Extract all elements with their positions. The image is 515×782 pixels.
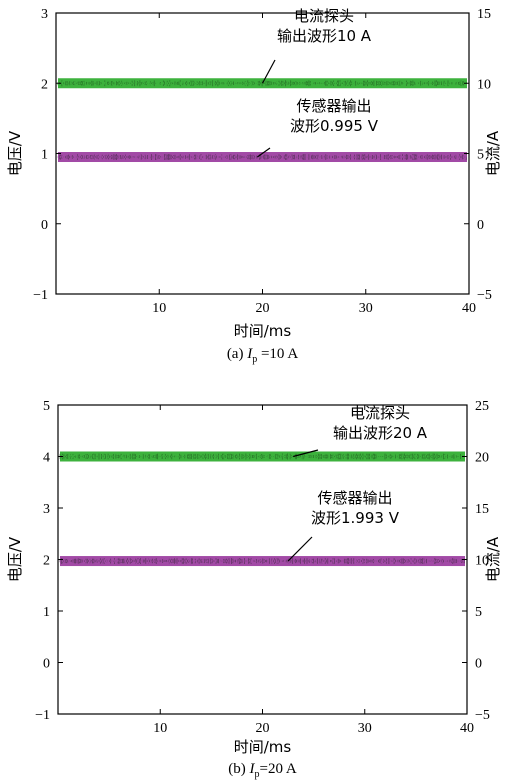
x-tick-label: 10: [153, 721, 167, 736]
series-1-waveform: [59, 451, 465, 462]
y-left-tick-label: 2: [43, 554, 50, 569]
chart-panel-1: 10 20 30 40 −1 0 1 2 3 −5 0 5 10 15 时间/ms 电压/V 电流/A 电流探头输…: [6, 7, 502, 365]
x-tick-label: 20: [256, 301, 270, 316]
y-left-axis-label: 电压/V: [6, 536, 24, 582]
y-right-tick-label: 10: [475, 554, 489, 569]
y-left-tick-label: 1: [41, 148, 48, 163]
y-left-tick-label: 2: [41, 77, 48, 92]
series-2-waveform: [57, 152, 467, 163]
y-left-tick-label: 0: [41, 218, 48, 233]
annotation-line-2: 波形0.995 V: [290, 117, 379, 135]
annotation-leader-line: [287, 536, 313, 562]
y-right-tick-label: 15: [475, 502, 489, 517]
annotation-line-2: 输出波形10 A: [277, 27, 372, 45]
chart-panel-2: 10 20 30 40 −1 0 1 2 3 4 5 −5 0 5 10 15 20 25 时间/ms 电压/V 电流/…: [6, 399, 502, 780]
y-right-tick-label: 5: [477, 148, 484, 163]
series-noise-light: [57, 154, 467, 160]
y-right-axis-label: 电流/A: [484, 536, 502, 582]
x-axis-label: 时间/ms: [234, 322, 292, 340]
y-left-tick-label: 0: [43, 657, 50, 672]
x-tick-label: 10: [152, 301, 166, 316]
y-right-tick-label: 10: [477, 77, 491, 92]
y-right-axis-label: 电流/A: [484, 130, 502, 176]
annotation-line-2: 波形1.993 V: [311, 509, 400, 527]
y-left-axis-label: 电压/V: [6, 130, 24, 176]
y-right-tick-label: 0: [475, 657, 482, 672]
annotation-line-1: 传感器输出: [317, 489, 392, 507]
y-left-tick-label: 1: [43, 605, 50, 620]
y-left-tick-label: 3: [43, 502, 50, 517]
x-tick-label: 40: [460, 721, 474, 736]
y-right-tick-label: 0: [477, 218, 484, 233]
y-left-tick-label: 4: [43, 451, 50, 466]
chart-caption: (b) Ip=20 A: [228, 761, 297, 780]
annotation-line-2: 输出波形20 A: [333, 424, 428, 442]
annotation-leader-line: [256, 147, 271, 158]
annotation-leader-line: [293, 449, 319, 458]
y-left-tick-label: −1: [33, 288, 48, 303]
x-axis-label: 时间/ms: [234, 738, 292, 756]
annotation-leader-line: [261, 59, 276, 84]
y-right-tick-label: −5: [477, 288, 492, 303]
annotation-line-1: 传感器输出: [296, 97, 371, 115]
y-left-tick-label: 5: [43, 399, 50, 414]
series-noise-light: [59, 559, 465, 564]
y-right-tick-label: 25: [475, 399, 489, 414]
y-right-tick-label: −5: [475, 708, 490, 723]
y-left-tick-label: 3: [41, 7, 48, 22]
annotation-line-1: 电流探头: [350, 404, 410, 422]
series-2-waveform: [59, 556, 465, 567]
chart-caption: (a) Ip =10 A: [227, 346, 299, 365]
x-tick-label: 30: [358, 721, 372, 736]
y-right-tick-label: 15: [477, 7, 491, 22]
x-tick-label: 20: [256, 721, 270, 736]
series-band: [58, 152, 467, 163]
x-tick-label: 30: [359, 301, 373, 316]
y-right-tick-label: 5: [475, 605, 482, 620]
x-tick-label: 40: [462, 301, 476, 316]
annotation-line-1: 电流探头: [294, 7, 354, 25]
y-right-tick-label: 20: [475, 451, 489, 466]
y-left-tick-label: −1: [35, 708, 50, 723]
